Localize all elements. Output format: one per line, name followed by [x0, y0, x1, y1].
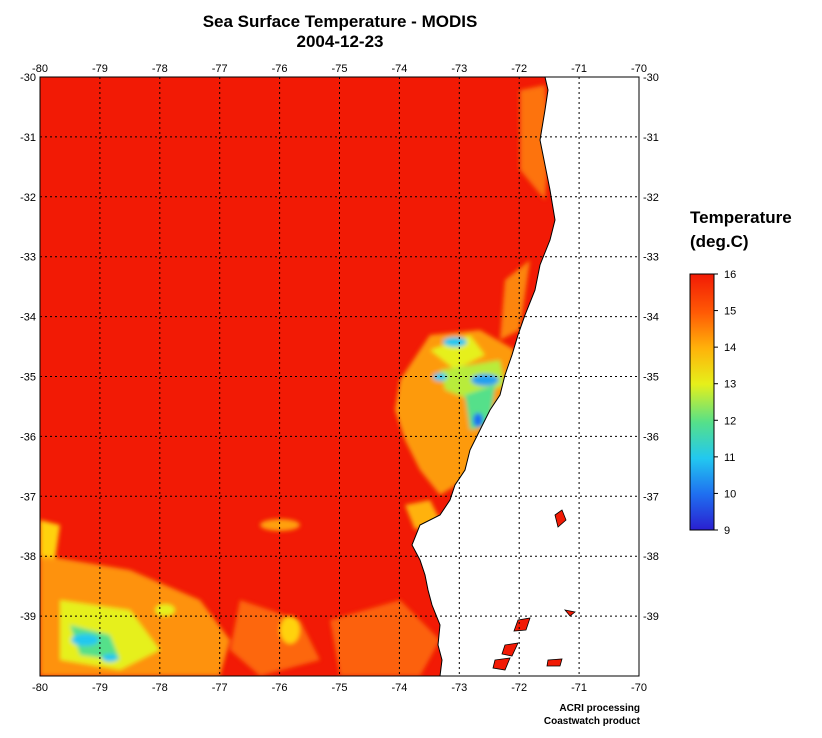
lon-tick-label-top: -77: [212, 63, 228, 75]
island: [492, 657, 511, 671]
credit-product: Coastwatch product: [543, 716, 640, 727]
lon-tick-label-bottom: -75: [332, 682, 348, 694]
lon-tick-label-top: -76: [272, 63, 288, 75]
lon-tick-label-bottom: -73: [451, 682, 467, 694]
legend-tick-label: 10: [724, 488, 736, 500]
legend-units: (deg.C): [690, 232, 749, 251]
lat-tick-label-left: -33: [20, 252, 36, 264]
legend-tick-label: 9: [724, 525, 730, 537]
island: [546, 658, 563, 667]
legend-title: Temperature: [690, 208, 792, 227]
lon-tick-label-bottom: -80: [32, 682, 48, 694]
lon-tick-label-bottom: -77: [212, 682, 228, 694]
legend-tick-label: 16: [724, 269, 736, 281]
lon-tick-label-bottom: -76: [272, 682, 288, 694]
lat-tick-label-left: -38: [20, 551, 36, 563]
lat-tick-label-left: -37: [20, 491, 36, 503]
lon-tick-label-top: -79: [92, 63, 108, 75]
lat-tick-label-left: -30: [20, 72, 36, 84]
map-field: [40, 77, 639, 676]
legend-tick-label: 13: [724, 379, 736, 391]
lon-tick-label-bottom: -72: [511, 682, 527, 694]
lat-tick-label-right: -32: [643, 192, 659, 204]
lat-tick-label-left: -36: [20, 431, 36, 443]
lat-tick-label-left: -35: [20, 372, 36, 384]
island: [554, 509, 567, 528]
map-date: 2004-12-23: [296, 32, 384, 51]
lat-tick-label-right: -39: [643, 611, 659, 623]
island: [563, 609, 576, 617]
lat-tick-label-right: -38: [643, 551, 659, 563]
map-title: Sea Surface Temperature - MODIS: [202, 12, 478, 31]
lat-tick-label-right: -33: [643, 252, 659, 264]
lat-tick-label-right: -37: [643, 491, 659, 503]
lon-tick-label-bottom: -70: [631, 682, 647, 694]
island: [513, 617, 531, 632]
temperature-anomalies: [40, 85, 550, 676]
credit-processing: ACRI processing: [559, 703, 640, 714]
lon-tick-label-bottom: -78: [152, 682, 168, 694]
lat-tick-label-right: -34: [643, 312, 659, 324]
legend-ticks: 16 15 14 13 12 11 10 9: [714, 269, 736, 537]
lat-tick-label-left: -31: [20, 132, 36, 144]
lon-tick-label-top: -70: [631, 63, 647, 75]
lat-tick-label-left: -34: [20, 312, 36, 324]
legend-tick-label: 12: [724, 415, 736, 427]
lon-tick-label-bottom: -71: [571, 682, 587, 694]
lon-tick-label-top: -80: [32, 63, 48, 75]
lon-tick-label-bottom: -79: [92, 682, 108, 694]
lon-tick-label-top: -75: [332, 63, 348, 75]
lon-tick-label-top: -71: [571, 63, 587, 75]
island: [501, 642, 519, 657]
lat-tick-label-right: -36: [643, 431, 659, 443]
lon-tick-label-top: -72: [511, 63, 527, 75]
lon-tick-label-top: -78: [152, 63, 168, 75]
lat-tick-label-right: -35: [643, 372, 659, 384]
lon-tick-label-top: -73: [451, 63, 467, 75]
legend-tick-label: 11: [724, 452, 735, 464]
legend-colorbar: [689, 273, 715, 531]
legend-tick-label: 15: [724, 306, 736, 318]
lat-tick-label-left: -39: [20, 611, 36, 623]
lat-tick-label-right: -31: [643, 132, 659, 144]
map-frame: [39, 76, 640, 677]
lat-tick-label-right: -30: [643, 72, 659, 84]
lat-tick-label-left: -32: [20, 192, 36, 204]
axis-tick-labels: -80 -80 -79 -79 -78 -78 -77 -77 -76 -76 -75 -75 -74 -…: [20, 63, 659, 694]
legend-tick-label: 14: [724, 342, 736, 354]
lon-tick-label-top: -74: [391, 63, 407, 75]
lon-tick-label-bottom: -74: [391, 682, 407, 694]
